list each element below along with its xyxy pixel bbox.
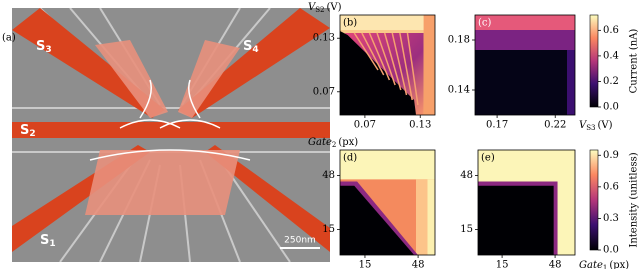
- axis-label-main: Gate: [579, 260, 603, 269]
- panel-label: (a): [2, 33, 16, 44]
- heatmap: [340, 15, 435, 115]
- heatmap-region: [340, 150, 435, 180]
- axis-label: VS2 (V): [308, 2, 342, 15]
- y-tick-label: 15: [322, 224, 335, 235]
- axes-frame: [474, 14, 576, 116]
- electrode-label: S2: [20, 123, 36, 139]
- y-tick-label: 0.07: [313, 86, 335, 97]
- heatmap-region: [340, 15, 435, 30]
- heatmap: [340, 150, 435, 255]
- colorbar-tick-label: 0.4: [603, 50, 619, 61]
- axis-label: VS3 (V): [579, 120, 613, 133]
- heatmap-region: [340, 185, 415, 255]
- heatmap-streak: [353, 32, 379, 71]
- heatmap-region: [427, 179, 435, 255]
- heatmap-region: [478, 185, 554, 255]
- panel-label: (e): [481, 153, 495, 164]
- y-tick-label: 48: [322, 170, 335, 181]
- colorbar-tick-label: 0.0: [603, 102, 619, 113]
- heatmap-streak: [383, 32, 402, 91]
- heatmap-region: [416, 179, 428, 255]
- heatmap-region: [475, 15, 575, 30]
- x-tick-label: 48: [412, 260, 425, 269]
- panel-label: (b): [343, 18, 357, 29]
- y-tick-label: 0.13: [313, 33, 335, 44]
- heatmap-streak: [376, 32, 396, 86]
- x-tick-label: 0.17: [486, 120, 508, 131]
- x-tick-label: 15: [496, 260, 509, 269]
- heatmap-region: [567, 50, 575, 115]
- panel-label: (c): [478, 18, 492, 29]
- axis-label-sub: 1: [603, 264, 607, 269]
- x-tick-label: 0.07: [354, 120, 376, 131]
- colorbar-tick-label: 0.6: [603, 181, 619, 192]
- x-tick-label: 0.13: [409, 120, 431, 131]
- electrode-label: S3: [36, 39, 52, 55]
- colorbar: [589, 149, 599, 251]
- heatmap-streak: [361, 32, 385, 76]
- colorbar-label: Intensity (unitless): [629, 152, 640, 247]
- y-tick-label: 0.18: [448, 35, 470, 46]
- colorbar-label: Current (nA): [629, 29, 640, 94]
- colorbar-tick-label: 0.0: [603, 245, 619, 256]
- axis-label-sub: 2: [332, 141, 336, 149]
- y-tick-label: 48: [460, 170, 473, 181]
- axis-label-unit: (px): [609, 260, 629, 269]
- x-tick-label: 48: [549, 260, 562, 269]
- axis-label-sub: S2: [315, 6, 324, 14]
- scale-bar-label: 250nm: [284, 236, 316, 246]
- axes-frame: [339, 14, 436, 116]
- heatmap-region: [475, 30, 575, 50]
- axis-label: Gate1 (px): [579, 260, 629, 269]
- colorbar-tick-label: 0.6: [603, 25, 619, 36]
- y-tick-label: 0.14: [448, 85, 470, 96]
- axis-label-sub: S3: [586, 124, 595, 132]
- heatmap: [478, 150, 575, 255]
- colorbar: [589, 14, 599, 108]
- axis-label: Gate2 (px): [308, 137, 358, 150]
- heatmap-region: [423, 15, 435, 115]
- heatmap-streak: [368, 32, 391, 81]
- sem-image: [12, 8, 330, 262]
- heatmap-streak: [399, 32, 413, 101]
- x-tick-label: 0.22: [544, 120, 566, 131]
- colorbar-tick-label: 0.2: [603, 76, 619, 87]
- axis-label-main: V: [579, 120, 588, 131]
- electrode-label: S4: [243, 39, 259, 55]
- axis-label-main: Gate: [308, 137, 332, 148]
- heatmap-streak: [391, 32, 408, 96]
- axis-label-main: V: [308, 2, 317, 13]
- colorbar-tick-label: 0.3: [603, 213, 619, 224]
- axes-frame: [477, 149, 576, 256]
- axis-label-unit: (px): [338, 137, 358, 148]
- axes-frame: [339, 149, 436, 256]
- heatmap-region: [340, 31, 416, 115]
- colorbar-tick-label: 0.9: [603, 150, 619, 161]
- x-tick-label: 15: [359, 260, 372, 269]
- axis-label-unit: (V): [597, 120, 612, 131]
- heatmap-streak: [406, 32, 419, 106]
- panel-label: (d): [343, 153, 357, 164]
- axis-label-unit: (V): [326, 2, 341, 13]
- y-tick-label: 15: [460, 224, 473, 235]
- heatmap: [475, 15, 575, 115]
- electrode-label: S1: [40, 233, 56, 249]
